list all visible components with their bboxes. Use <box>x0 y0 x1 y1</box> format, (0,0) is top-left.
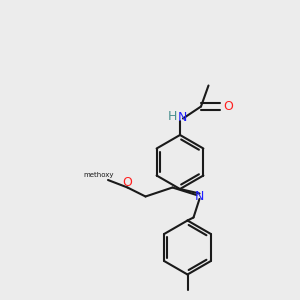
Text: O: O <box>223 100 233 113</box>
Text: O: O <box>123 176 132 190</box>
Text: N: N <box>178 111 187 124</box>
Text: methoxy: methoxy <box>84 172 114 178</box>
Text: H: H <box>168 110 177 124</box>
Text: N: N <box>195 190 204 203</box>
